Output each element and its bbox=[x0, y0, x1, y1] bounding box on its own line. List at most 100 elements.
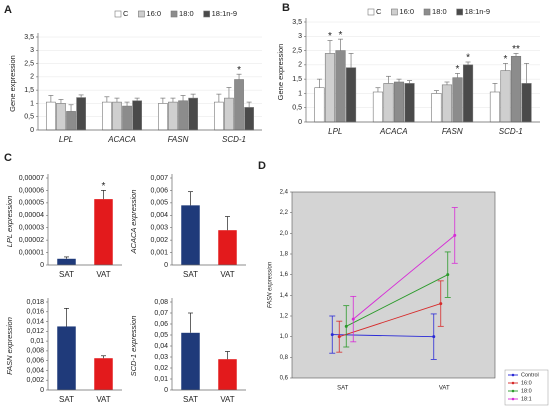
y-tick-label: 1 bbox=[30, 100, 34, 107]
panel-letter: A bbox=[4, 4, 12, 16]
y-tick-label: 1,8 bbox=[280, 252, 289, 258]
y-tick-label: 0,5 bbox=[24, 114, 34, 121]
x-tick-label: SAT bbox=[183, 395, 198, 404]
x-tick-label: VAT bbox=[439, 386, 450, 392]
bar bbox=[122, 105, 132, 131]
bar bbox=[372, 91, 384, 123]
x-tick-label: FASN bbox=[168, 135, 189, 144]
legend-label: 18:1 bbox=[521, 396, 532, 402]
bar bbox=[462, 64, 474, 123]
plot-background bbox=[291, 191, 496, 379]
series-line bbox=[352, 235, 456, 320]
x-tick-label: SAT bbox=[337, 386, 349, 392]
bar bbox=[335, 50, 346, 123]
y-tick-label: 0,007 bbox=[150, 175, 168, 182]
bar bbox=[57, 326, 76, 390]
x-tick-label: VAT bbox=[220, 270, 234, 279]
y-tick-label: 0,004 bbox=[26, 367, 44, 374]
y-tick-label: 0,00003 bbox=[19, 225, 44, 232]
significance: ** bbox=[512, 44, 520, 55]
y-tick-label: 0,002 bbox=[150, 237, 168, 244]
y-tick-label: 0,03 bbox=[154, 354, 168, 361]
significance: * bbox=[237, 65, 241, 76]
y-tick-label: 0,018 bbox=[26, 299, 44, 306]
x-tick-label: LPL bbox=[59, 135, 73, 144]
legend-marker bbox=[511, 381, 515, 385]
y-tick-label: 0,006 bbox=[150, 187, 168, 194]
y-tick-label: 0,05 bbox=[154, 332, 168, 339]
y-tick-label: 0,01 bbox=[154, 376, 168, 383]
bar bbox=[431, 93, 442, 123]
y-tick-label: 0,014 bbox=[26, 318, 44, 325]
y-tick-label: 1,2 bbox=[280, 314, 289, 320]
bar bbox=[500, 70, 511, 123]
y-tick-label: 0,005 bbox=[150, 200, 168, 207]
significance: * bbox=[339, 30, 343, 41]
y-tick-label: 0 bbox=[164, 262, 168, 269]
y-tick-label: 1,5 bbox=[292, 76, 302, 83]
point bbox=[344, 324, 348, 328]
y-tick-label: 3 bbox=[30, 47, 34, 54]
bar bbox=[510, 55, 522, 123]
legend-swatch bbox=[456, 8, 463, 16]
y-tick-label: 0 bbox=[40, 387, 44, 394]
y-tick-label: 2,0 bbox=[280, 231, 289, 237]
y-tick-label: 2 bbox=[298, 62, 302, 69]
significance: * bbox=[102, 181, 106, 192]
panel-letter: C bbox=[4, 152, 12, 164]
panel-letter: D bbox=[258, 160, 266, 172]
panel-letter: B bbox=[282, 2, 290, 14]
y-tick-label: 0,06 bbox=[154, 321, 168, 328]
y-tick-label: 0,5 bbox=[292, 105, 302, 112]
y-axis-title: FASN expression bbox=[5, 317, 14, 375]
y-tick-label: 0,00007 bbox=[19, 175, 44, 182]
bar bbox=[314, 87, 325, 123]
legend-label: C bbox=[376, 7, 382, 16]
point bbox=[351, 317, 355, 321]
legend-swatch bbox=[203, 10, 210, 18]
significance: * bbox=[504, 54, 508, 65]
bar bbox=[521, 83, 532, 123]
legend-swatch bbox=[391, 8, 398, 16]
y-tick-label: 3 bbox=[298, 33, 302, 40]
bar bbox=[441, 84, 453, 123]
bar bbox=[404, 83, 415, 123]
bar bbox=[393, 81, 405, 123]
legend-label: 18:0 bbox=[179, 9, 194, 18]
bar bbox=[46, 101, 56, 131]
y-tick-label: 0,012 bbox=[26, 328, 44, 335]
series-line bbox=[346, 274, 448, 327]
legend-label: 16:0 bbox=[146, 9, 161, 18]
bar bbox=[112, 101, 122, 131]
point bbox=[337, 335, 341, 339]
bar bbox=[181, 332, 200, 390]
legend-marker bbox=[511, 373, 515, 377]
legend-swatch bbox=[170, 10, 178, 18]
y-tick-label: 3,5 bbox=[292, 19, 302, 26]
legend-label: 18:1n-9 bbox=[465, 7, 490, 16]
legend-marker bbox=[511, 397, 515, 401]
x-tick-label: FASN bbox=[442, 127, 463, 136]
x-tick-label: SCD-1 bbox=[222, 135, 246, 144]
y-tick-label: 0 bbox=[40, 262, 44, 269]
y-tick-label: 0,04 bbox=[154, 343, 168, 350]
bar bbox=[66, 111, 76, 131]
significance: * bbox=[328, 31, 332, 42]
point bbox=[439, 302, 443, 306]
y-tick-label: 1,0 bbox=[280, 334, 289, 340]
bar bbox=[218, 230, 237, 265]
y-tick-label: 0,6 bbox=[280, 376, 289, 382]
bar bbox=[214, 101, 224, 131]
y-tick-label: 0,003 bbox=[150, 225, 168, 232]
y-tick-label: 1,4 bbox=[280, 293, 289, 299]
significance: * bbox=[456, 64, 460, 75]
legend-label: 18:0 bbox=[432, 7, 447, 16]
legend-swatch bbox=[114, 10, 122, 18]
y-tick-label: 0,07 bbox=[154, 310, 168, 317]
x-tick-label: LPL bbox=[328, 127, 342, 136]
bar bbox=[94, 358, 113, 390]
y-axis-title: SCD-1 expression bbox=[129, 316, 138, 377]
y-tick-label: 0 bbox=[164, 387, 168, 394]
legend-marker bbox=[511, 389, 515, 393]
